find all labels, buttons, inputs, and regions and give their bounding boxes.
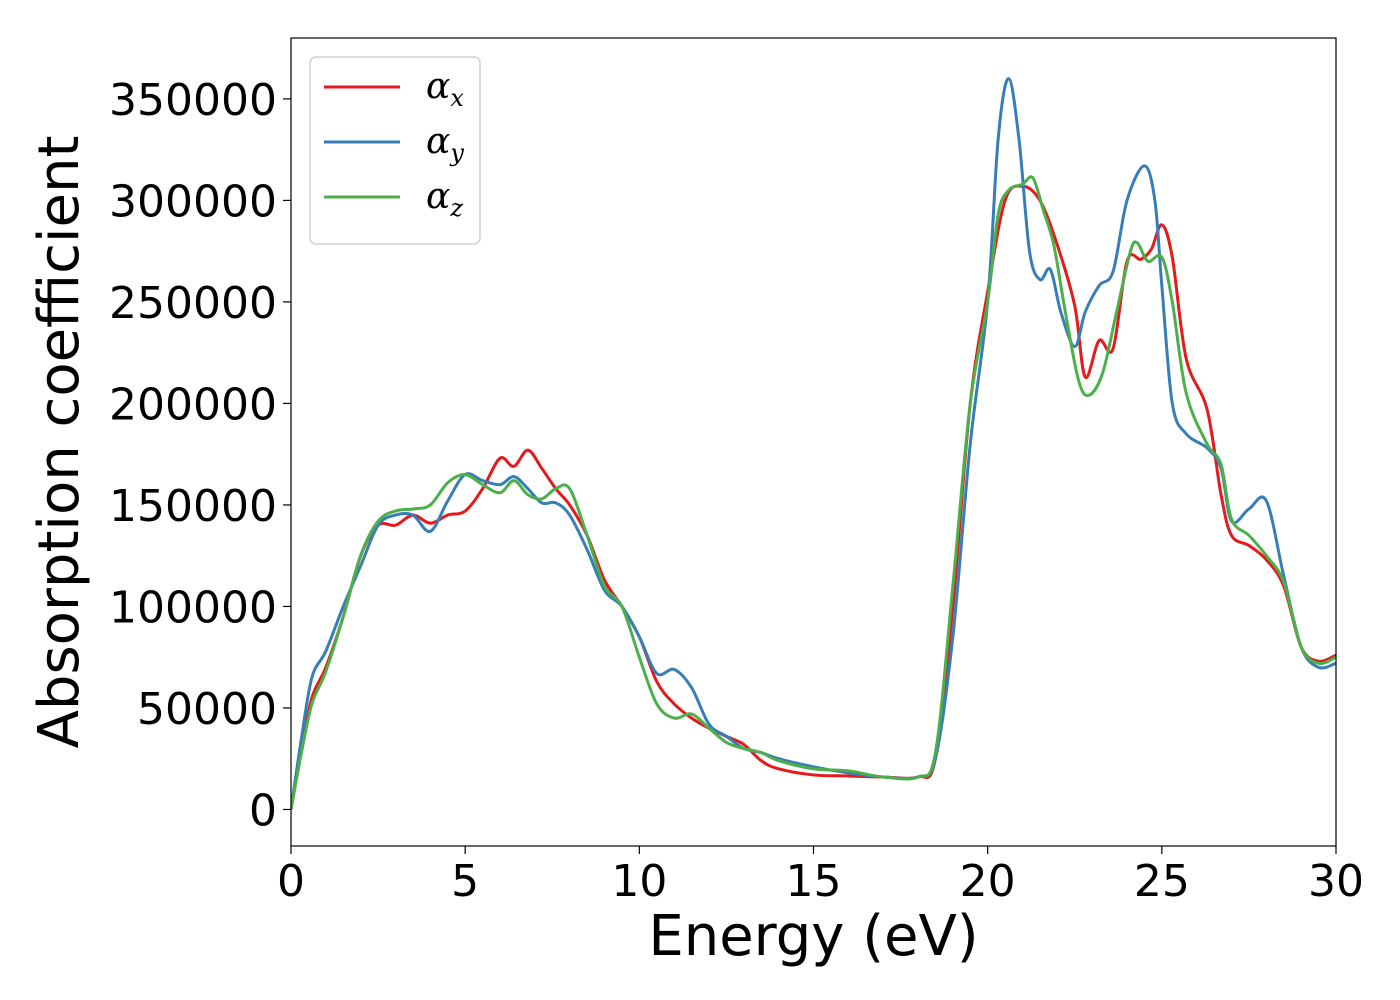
- x-tick-label: 0: [277, 856, 305, 907]
- y-tick-label: 350000: [109, 75, 277, 126]
- y-tick-label: 0: [249, 785, 277, 836]
- series-line-x: [291, 184, 1336, 810]
- x-axis-label: Energy (eV): [648, 904, 978, 969]
- x-axis-ticks: 0 5 10 15 20 25 30: [277, 846, 1364, 907]
- y-tick-label: 150000: [109, 481, 277, 532]
- legend: αx αy αz: [309, 56, 481, 245]
- x-tick-label: 5: [451, 856, 479, 907]
- legend-label-x: αx: [426, 66, 464, 112]
- y-tick-label: 300000: [109, 176, 277, 227]
- legend-label-y: αy: [426, 121, 464, 167]
- x-tick-label: 10: [611, 856, 667, 907]
- y-axis-ticks: 0 50000 100000 150000 200000 250000 300000 3500…: [109, 75, 291, 836]
- series-line-z: [291, 175, 1336, 810]
- y-tick-label: 50000: [137, 684, 277, 735]
- x-tick-label: 25: [1134, 856, 1190, 907]
- y-tick-label: 100000: [109, 582, 277, 633]
- x-tick-label: 15: [786, 856, 842, 907]
- legend-label-z: αz: [426, 176, 463, 222]
- y-axis-label: Absorption coefficient: [27, 136, 92, 749]
- y-tick-label: 250000: [109, 278, 277, 329]
- x-tick-label: 20: [960, 856, 1016, 907]
- series-layer: [291, 77, 1336, 810]
- x-tick-label: 30: [1308, 856, 1364, 907]
- y-tick-label: 200000: [109, 379, 277, 430]
